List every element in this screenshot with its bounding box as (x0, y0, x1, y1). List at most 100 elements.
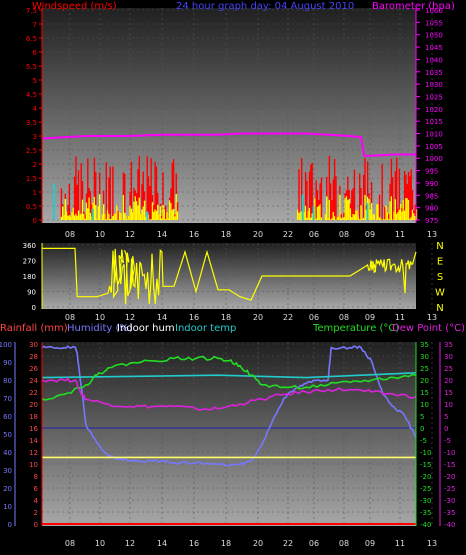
gust-bar (341, 218, 344, 220)
windspeed-bar (395, 157, 398, 220)
temperature-tick-label: -5 (420, 437, 427, 445)
gust-bar (339, 194, 341, 220)
barometer-tick-label: 1050 (425, 32, 443, 40)
rain-tick-label: 16 (29, 425, 38, 433)
windspeed-bar (176, 202, 179, 220)
humidity-tick-label: 0 (8, 521, 12, 529)
x-tick-label: 12 (125, 230, 135, 239)
gust-bar (174, 216, 176, 220)
windspeed-tick-label: 2.5 (26, 147, 37, 155)
windspeed-bar (117, 211, 119, 220)
gust-bar (80, 213, 82, 220)
gust-bar (401, 211, 403, 220)
gust-bar (298, 212, 300, 220)
windspeed-tick-label: 6 (33, 49, 38, 57)
gust-bar (377, 204, 379, 220)
gust-bar (126, 218, 129, 220)
gust-bar (101, 214, 104, 220)
temperature-tick-label: 0 (420, 425, 424, 433)
rain-tick-label: 14 (29, 437, 38, 445)
windspeed-bar (80, 163, 82, 220)
windspeed-bar (142, 171, 144, 220)
gust-bar (349, 208, 352, 220)
compass-label: N (436, 241, 443, 252)
gust-bar (308, 207, 311, 220)
wind-baro-plot-area (42, 8, 416, 223)
windspeed-bar (112, 166, 114, 220)
gust-bar (304, 205, 307, 220)
x-tick-label: 06 (309, 539, 319, 548)
gust-bar (310, 217, 312, 220)
gust-bar (402, 199, 404, 220)
gust-bar (89, 212, 92, 220)
dewpoint-tick-label: 15 (444, 389, 453, 397)
gust-bar (326, 196, 328, 220)
humidity-tick-label: 90 (3, 359, 12, 367)
gust-bar (159, 206, 162, 220)
temperature-tick-label: -35 (420, 509, 431, 517)
gust-bar (359, 219, 361, 220)
windspeed-bar (366, 161, 369, 220)
windspeed-bar (150, 158, 152, 220)
gust-bar (120, 212, 122, 220)
gust-bar (327, 217, 329, 220)
gust-bar (314, 198, 316, 220)
gust-bar (121, 219, 123, 220)
windspeed-bar (68, 183, 71, 220)
windspeed-bar (138, 156, 140, 220)
barometer-tick-label: 1040 (425, 56, 443, 64)
barometer-tick-label: 1010 (425, 131, 443, 139)
gust-bar (62, 206, 64, 220)
windspeed-bar (87, 158, 89, 220)
gust-bar (64, 198, 67, 220)
gust-bar (390, 196, 393, 220)
gust-bar (79, 214, 81, 220)
gust-bar (369, 209, 371, 220)
gust-bar (85, 202, 88, 220)
gust-bar (149, 219, 151, 220)
gust-bar (145, 216, 147, 220)
dewpoint-axis-label: Dew Point (°C) (392, 323, 465, 334)
dewpoint-tick-label: 5 (444, 413, 448, 421)
windspeed-bar (130, 161, 133, 220)
temperature-tick-label: -30 (420, 497, 431, 505)
windspeed-bar (308, 171, 311, 220)
gust-bar (98, 194, 101, 220)
windspeed-bar (390, 158, 393, 220)
windspeed-bar (124, 173, 126, 220)
speed-marker (53, 183, 55, 220)
gust-bar (362, 217, 365, 220)
x-tick-label: 14 (157, 539, 167, 548)
temperature-tick-label: -20 (420, 473, 431, 481)
gust-bar (60, 216, 63, 220)
x-tick-label: 13 (427, 230, 437, 239)
gust-bar (131, 212, 134, 220)
direction-x-tick-label: 08 (339, 313, 349, 322)
gust-bar (106, 210, 109, 220)
gust-bar (355, 210, 357, 220)
windspeed-bar (306, 180, 308, 220)
temperature-tick-label: 30 (420, 353, 429, 361)
direction-tick-label: 360 (23, 242, 36, 250)
gust-bar (114, 213, 117, 220)
gust-bar (124, 212, 126, 220)
wind-direction-line (42, 247, 417, 305)
indoor-temp-label: Indoor temp (175, 323, 236, 334)
windspeed-bar (162, 172, 164, 220)
dewpoint-tick-label: 20 (444, 377, 453, 385)
gust-bar (386, 212, 389, 220)
gust-bar (319, 204, 321, 220)
gust-bar (118, 211, 121, 220)
gust-bar (96, 218, 98, 220)
windspeed-bar (370, 181, 373, 220)
dewpoint-tick-label: -20 (444, 473, 455, 481)
direction-x-tick-label: 18 (221, 313, 231, 322)
temperature-axis-label: Temperature (°C) (312, 323, 399, 334)
gust-bar (76, 215, 78, 220)
barometer-tick-label: 1055 (425, 19, 443, 27)
gust-bar (398, 209, 401, 220)
gust-bar (388, 219, 390, 220)
windspeed-bar (316, 190, 319, 220)
gust-bar (303, 212, 305, 220)
